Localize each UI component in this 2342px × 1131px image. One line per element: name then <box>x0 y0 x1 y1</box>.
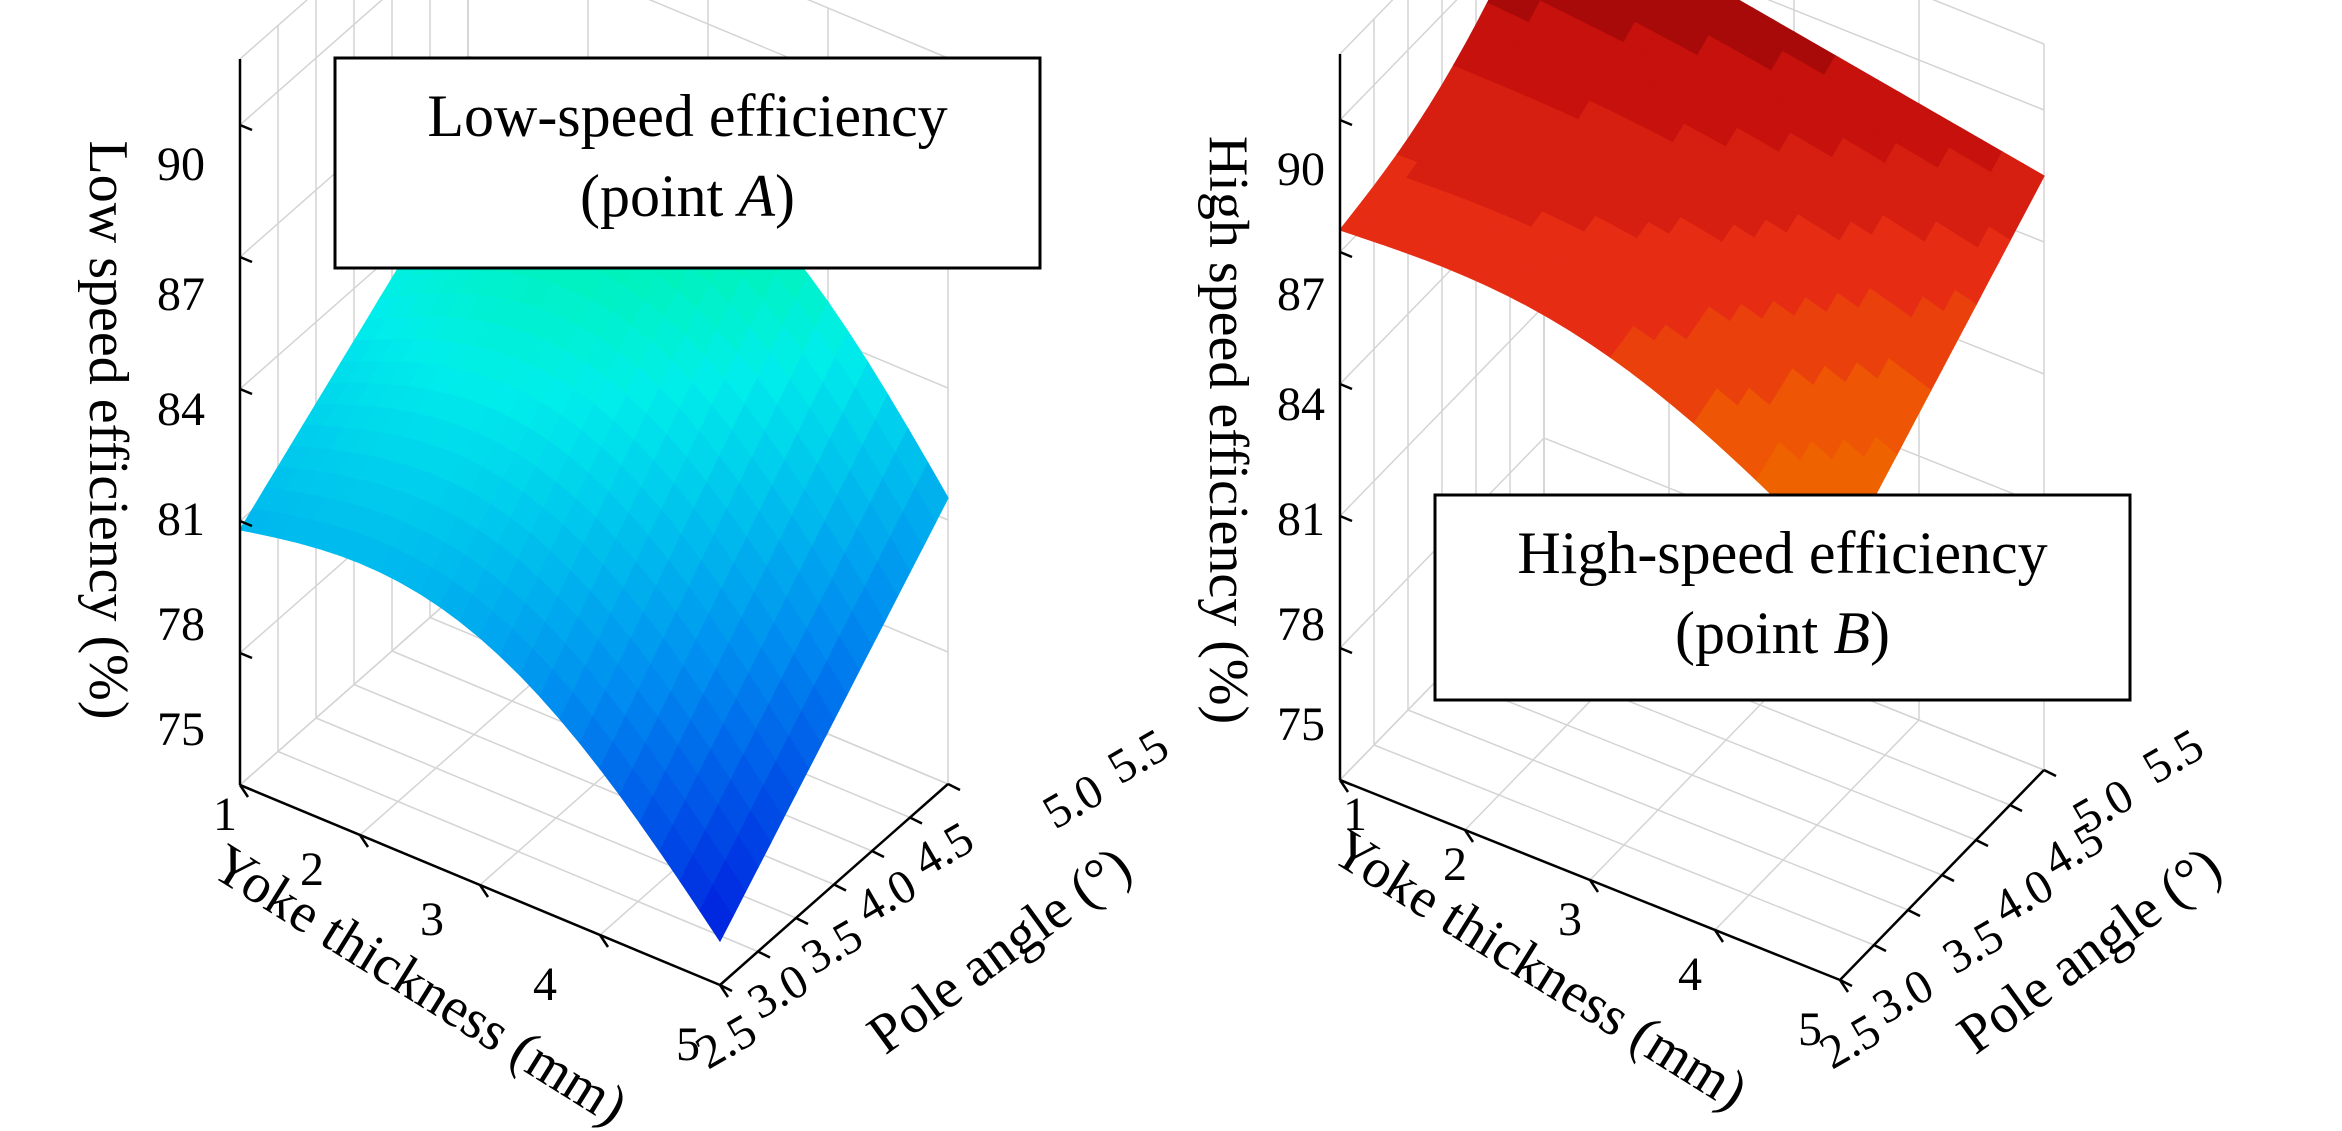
annotation-point-letter: B <box>1833 600 1870 666</box>
y-tick-label: 4.5 <box>904 812 982 888</box>
z-tick-mark <box>1339 514 1353 523</box>
z-axis-title: Low speed efficiency (%) <box>77 141 139 720</box>
low-speed-chart-panel: 543212.53.03.54.04.55.05.5908784817875Lo… <box>77 0 1177 1131</box>
x-tick-mark <box>358 834 370 848</box>
x-tick-mark <box>478 884 490 898</box>
y-tick-label: 5.5 <box>2134 719 2212 795</box>
x-tick-mark <box>1463 829 1475 843</box>
y-tick-label: 3.0 <box>739 954 817 1030</box>
y-tick-mark <box>1907 908 1921 918</box>
x-tick-mark <box>1338 779 1350 793</box>
y-tick-mark <box>795 916 809 926</box>
x-tick-mark <box>238 784 250 798</box>
z-tick-mark <box>1339 778 1353 787</box>
x-tick-label: 3 <box>420 893 444 946</box>
x-tick-label: 3 <box>1558 893 1582 946</box>
y-tick-mark <box>833 883 847 892</box>
annotation-frame <box>333 56 1042 270</box>
x-tick-label: 2 <box>1443 838 1467 891</box>
floor-grid-line <box>277 750 759 953</box>
x-tick-mark <box>1713 929 1725 943</box>
z-tick-label: 81 <box>157 493 205 546</box>
x-tick-label: 2 <box>300 843 324 896</box>
y-tick-mark <box>2043 768 2057 778</box>
y-tick-label: 3.0 <box>1864 959 1942 1035</box>
annotation-frame <box>1433 493 2132 702</box>
high-speed-chart-panel: 543212.53.03.54.04.55.05.5908784817875Hi… <box>1197 0 2232 1122</box>
y-tick-label: 5.0 <box>1034 764 1112 840</box>
z-tick-label: 78 <box>157 598 205 651</box>
z-tick-label: 87 <box>157 268 205 321</box>
annotation-point-suffix: ) <box>1870 600 1890 666</box>
x-tick-label: 4 <box>1678 948 1702 1001</box>
y-tick-mark <box>2009 803 2023 813</box>
annotation-point-line: (point A) <box>580 163 795 229</box>
z-tick-mark <box>239 123 253 132</box>
y-tick-label: 4.0 <box>847 859 925 935</box>
x-tick-label: 5 <box>1798 1003 1822 1056</box>
x-tick-mark <box>1588 879 1600 893</box>
x-tick-label: 4 <box>533 958 557 1011</box>
floor-grid-line <box>1373 744 1875 946</box>
x-axis-title: Yoke thickness (mm) <box>201 832 638 1131</box>
y-tick-mark <box>1941 873 1955 883</box>
annotation-box: High-speed efficiency (point B) <box>1433 493 2132 702</box>
z-tick-mark <box>1339 646 1353 655</box>
z-tick-label: 81 <box>1277 493 1325 546</box>
y-tick-mark <box>909 816 923 825</box>
z-tick-label: 84 <box>1277 378 1325 431</box>
axes <box>1338 54 2057 993</box>
z-tick-mark <box>239 387 253 396</box>
z-tick-mark <box>239 255 253 264</box>
y-tick-mark <box>947 782 961 792</box>
floor-grid-line <box>1441 674 1943 876</box>
z-tick-label: 90 <box>1277 143 1325 196</box>
surface-patch <box>699 884 734 943</box>
y-tick-mark <box>1873 943 1887 953</box>
annotation-point-line: (point B) <box>1675 600 1890 666</box>
x-tick-label: 5 <box>676 1018 700 1071</box>
annotation-point-suffix: ) <box>775 163 795 229</box>
z-tick-mark <box>1339 118 1353 127</box>
y-tick-label: 3.5 <box>1934 909 2012 985</box>
surface <box>1339 0 2045 563</box>
wall-grid-line <box>1339 0 2045 121</box>
y-tick-mark <box>1975 838 1989 848</box>
z-tick-mark <box>1339 382 1353 391</box>
annotation-point-letter: A <box>734 163 775 229</box>
z-tick-label: 75 <box>1277 698 1325 751</box>
annotation-point-prefix: (point <box>1675 600 1833 666</box>
annotation-box: Low-speed efficiency (point A) <box>333 56 1042 270</box>
z-tick-mark <box>239 651 253 660</box>
axes <box>238 59 961 998</box>
y-tick-label: 2.5 <box>1811 1004 1889 1080</box>
z-axis-title: High speed efficiency (%) <box>1197 136 1259 724</box>
y-tick-label: 5.5 <box>1099 719 1177 795</box>
z-tick-mark <box>1339 250 1353 259</box>
y-tick-label: 3.5 <box>793 909 871 985</box>
z-tick-mark <box>239 519 253 528</box>
z-tick-label: 84 <box>157 383 205 436</box>
y-tick-mark <box>1839 978 1853 988</box>
annotation-title: High-speed efficiency <box>1517 520 2047 586</box>
y-tick-mark <box>871 849 885 859</box>
x-tick-mark <box>598 934 610 948</box>
x-tick-label: 1 <box>213 788 237 841</box>
floor-grid-line <box>1407 709 1909 911</box>
z-tick-label: 90 <box>157 138 205 191</box>
annotation-point-prefix: (point <box>580 163 738 229</box>
z-tick-label: 87 <box>1277 268 1325 321</box>
y-tick-mark <box>719 983 733 993</box>
z-tick-label: 75 <box>157 703 205 756</box>
top-frame-line <box>239 0 949 60</box>
z-tick-label: 78 <box>1277 598 1325 651</box>
x-tick-label: 1 <box>1343 788 1367 841</box>
annotation-title: Low-speed efficiency <box>427 83 947 149</box>
z-tick-mark <box>239 783 253 792</box>
y-tick-mark <box>757 950 771 959</box>
